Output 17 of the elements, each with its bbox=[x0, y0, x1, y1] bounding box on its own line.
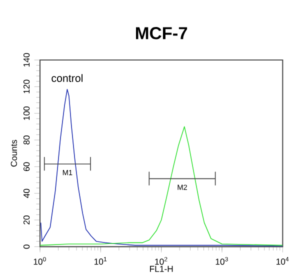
series-label: control bbox=[52, 74, 83, 82]
x-tick-label: 10$^{4}$ bbox=[276, 257, 289, 265]
x-tick-label: 10$^{2}$ bbox=[155, 257, 168, 265]
y-tick-label: 40 bbox=[23, 188, 30, 198]
y-tick-label: 100 bbox=[23, 106, 30, 120]
y-tick-label: 140 bbox=[23, 53, 30, 67]
y-tick-label: 0 bbox=[23, 244, 30, 249]
y-tick-label: 20 bbox=[23, 216, 30, 224]
y-axis-title: Counts bbox=[10, 140, 17, 167]
y-tick-label: 80 bbox=[23, 136, 30, 144]
y-tick-label: 120 bbox=[23, 80, 30, 94]
chart-title: MCF-7 bbox=[136, 27, 188, 40]
x-tick-label: 10$^{3}$ bbox=[216, 257, 228, 265]
x-axis-title: FL1-H bbox=[150, 266, 173, 272]
x-tick-label: 10$^{1}$ bbox=[94, 257, 107, 265]
x-tick-label: 10$^{0}$ bbox=[34, 257, 46, 265]
y-tick-label: 60 bbox=[23, 162, 30, 172]
